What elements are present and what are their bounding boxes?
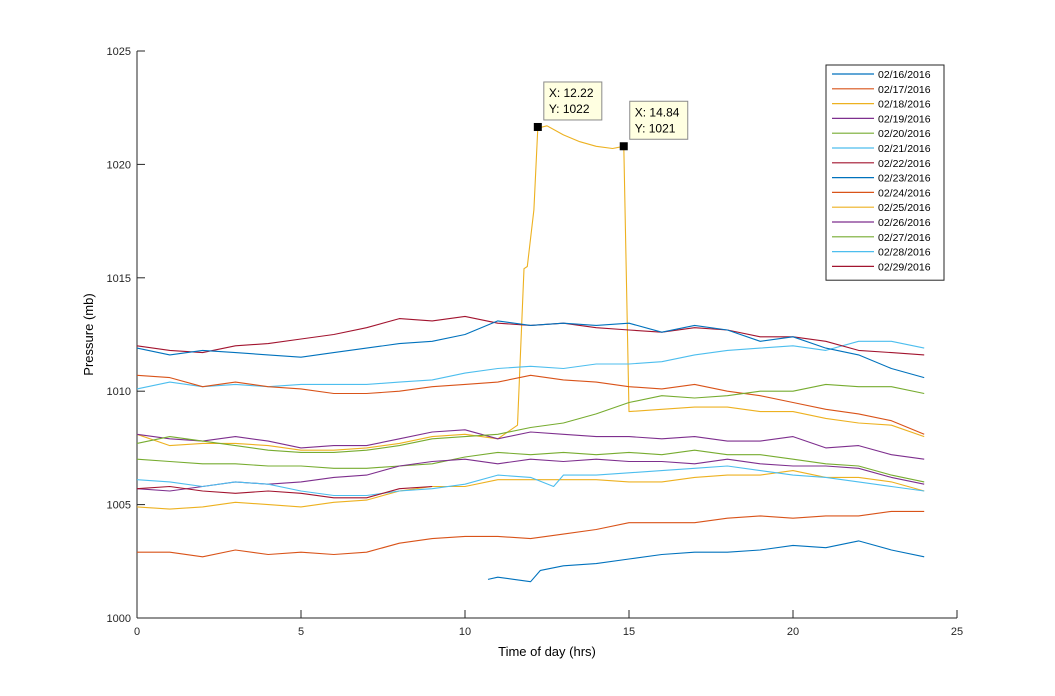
datatip-y-label: Y: 1022	[549, 102, 590, 116]
legend-label: 02/23/2016	[878, 173, 931, 185]
series-line-13	[136, 465, 925, 497]
y-tick-label: 1015	[107, 273, 131, 285]
y-tick-label: 1000	[107, 613, 131, 625]
legend-label: 02/21/2016	[878, 143, 931, 155]
legend-label: 02/20/2016	[878, 128, 931, 140]
legend-label: 02/25/2016	[878, 202, 931, 214]
series-line-10	[136, 470, 925, 510]
series-line-4	[136, 429, 925, 460]
x-tick-label: 20	[787, 626, 799, 638]
x-tick-label: 25	[951, 626, 963, 638]
datatip-y-label: Y: 1021	[635, 121, 676, 135]
series-line-6	[136, 340, 925, 390]
y-tick-label: 1010	[107, 386, 131, 398]
x-tick-label: 5	[298, 626, 304, 638]
datatips: X: 12.22 Y: 1022 X: 14.84 Y: 1021	[533, 81, 689, 151]
y-tick-label: 1020	[107, 159, 131, 171]
series-line-3	[136, 125, 925, 451]
legend: 02/16/2016 02/17/2016 02/18/2016 02/19/2016…	[825, 64, 945, 281]
x-ticks: 0 5 10 15 20 25	[134, 610, 963, 638]
legend-label: 02/24/2016	[878, 187, 931, 199]
datatip-x-label: X: 12.22	[549, 86, 594, 100]
series-lines	[136, 125, 925, 583]
series-line-1	[487, 540, 925, 583]
x-tick-label: 10	[459, 626, 471, 638]
series-line-9	[136, 374, 925, 435]
legend-label: 02/18/2016	[878, 99, 931, 111]
legend-label: 02/16/2016	[878, 69, 931, 81]
datatip-box	[629, 100, 689, 140]
series-line-5	[136, 449, 925, 483]
legend-label: 02/29/2016	[878, 261, 931, 273]
x-axis-title: Time of day (hrs)	[498, 644, 596, 659]
legend-label: 02/28/2016	[878, 247, 931, 259]
datatip-box	[543, 81, 603, 121]
legend-label: 02/26/2016	[878, 217, 931, 229]
y-tick-label: 1005	[107, 500, 131, 512]
series-line-8	[136, 320, 925, 379]
series-line-11	[136, 458, 925, 492]
axes-frame	[136, 51, 957, 619]
y-axis-title: Pressure (mb)	[81, 293, 96, 375]
series-line-12	[136, 383, 925, 453]
series-line-14	[136, 485, 433, 499]
datatip-x-label: X: 14.84	[635, 105, 680, 119]
x-tick-label: 0	[134, 626, 140, 638]
datatip-marker	[619, 142, 628, 151]
x-tick-label: 15	[623, 626, 635, 638]
legend-label: 02/22/2016	[878, 158, 931, 170]
y-ticks: 1000 1005 1010 1015 1020 1025	[107, 46, 145, 625]
series-line-2	[137, 510, 925, 558]
y-tick-label: 1025	[107, 46, 131, 58]
datatip-marker	[533, 122, 542, 131]
legend-label: 02/17/2016	[878, 84, 931, 96]
legend-label: 02/19/2016	[878, 113, 931, 125]
legend-box	[825, 64, 945, 281]
series-line-7	[136, 315, 925, 356]
legend-label: 02/27/2016	[878, 232, 931, 244]
